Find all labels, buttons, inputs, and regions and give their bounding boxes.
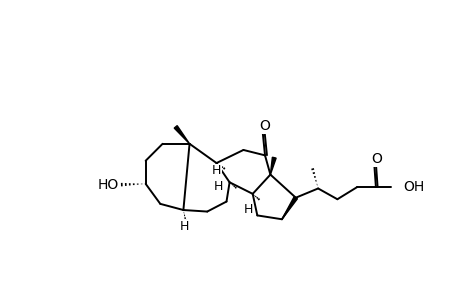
Text: H: H bbox=[179, 220, 189, 233]
Text: H: H bbox=[243, 203, 252, 216]
Text: HO: HO bbox=[97, 178, 118, 192]
Text: OH: OH bbox=[403, 180, 424, 194]
Polygon shape bbox=[281, 197, 297, 219]
Polygon shape bbox=[174, 126, 189, 144]
Text: O: O bbox=[259, 119, 270, 133]
Text: H: H bbox=[211, 164, 221, 177]
Text: O: O bbox=[370, 152, 381, 166]
Polygon shape bbox=[270, 157, 275, 175]
Text: H: H bbox=[213, 180, 222, 193]
